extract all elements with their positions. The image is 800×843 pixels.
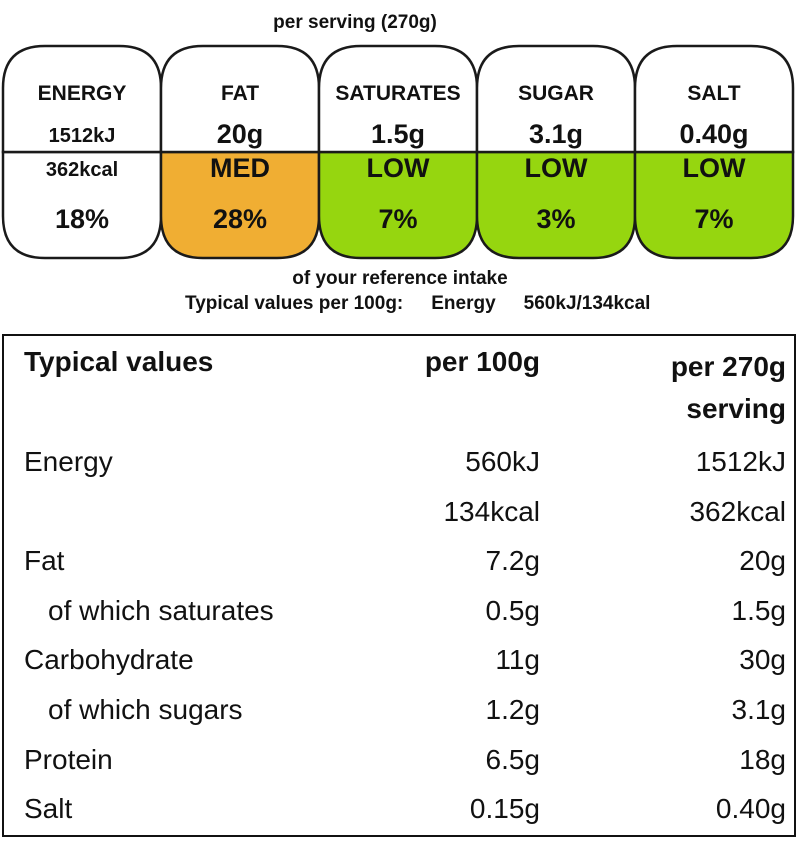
nutrient-label: Salt [24, 793, 73, 825]
gda-sugar-amount: 3.1g [529, 119, 583, 149]
gda-saturates-fill [317, 150, 479, 260]
nutrition-table-header: Typical values per 100g per 270g serving [4, 346, 794, 424]
gda-energy-fill [1, 150, 163, 260]
nutrition-table: Typical values per 100g per 270g serving … [2, 334, 796, 837]
traffic-light-label: ENERGY 1512kJ 362kcal 18% FAT 20g MED 28% SATURA… [1, 44, 795, 260]
value-per-100g: 6.5g [485, 743, 541, 775]
gda-energy-level: 362kcal [46, 159, 118, 181]
per-serving-label: per serving (270g) [273, 12, 437, 33]
gda-energy-name: ENERGY [38, 82, 127, 105]
gda-salt-fill [633, 150, 795, 260]
gda-energy-frame [1, 44, 163, 154]
gda-sugar-name: SUGAR [518, 82, 594, 105]
typical-per-100g-line: Typical values per 100g: Energy 560kJ/134k… [185, 293, 650, 315]
nutrition-row: 134kcal 362kcal [4, 496, 794, 546]
nutrition-row: Energy 560kJ 1512kJ [4, 446, 794, 496]
nutrient-label: Fat [24, 545, 65, 577]
value-per-serving: 3.1g [731, 694, 787, 725]
gda-energy-percent: 18% [55, 204, 109, 234]
gda-sugar: SUGAR 3.1g LOW 3% [475, 44, 637, 260]
nutrition-row: Fat 7.2g 20g [4, 545, 794, 595]
nutrition-row: of which sugars 1.2g 3.1g [4, 694, 794, 744]
nutrient-label: Protein [24, 743, 113, 775]
value-per-100g: 134kcal [443, 495, 540, 527]
nutrient-label: Carbohydrate [24, 644, 194, 676]
reference-intake-label: of your reference intake [292, 268, 508, 289]
nutrition-row: Salt 0.15g 0.40g [4, 793, 794, 843]
gda-salt-amount: 0.40g [679, 119, 748, 149]
header-per-serving-line2: serving [686, 393, 786, 424]
value-per-100g: 11g [495, 644, 540, 676]
gda-salt-level: LOW [683, 153, 746, 183]
gda-sugar-percent: 3% [536, 204, 575, 234]
value-per-serving: 1512kJ [695, 446, 786, 477]
value-per-100g: 7.2g [485, 545, 541, 577]
value-per-100g: 0.15g [469, 793, 540, 825]
value-per-serving: 362kcal [689, 495, 786, 527]
value-per-serving: 1.5g [731, 594, 787, 626]
gda-salt-frame [633, 44, 795, 154]
gda-fat-name: FAT [221, 82, 259, 105]
value-per-serving: 30g [739, 644, 786, 676]
gda-salt-name: SALT [687, 82, 740, 105]
value-per-serving: 0.40g [715, 793, 786, 825]
gda-saturates-level: LOW [367, 153, 430, 183]
header-per-serving: per 270g serving [671, 346, 786, 430]
gda-saturates-amount: 1.5g [371, 119, 425, 149]
header-per-100g: per 100g [424, 346, 540, 377]
gda-sugar-fill [475, 150, 637, 260]
gda-saturates-percent: 7% [378, 204, 417, 234]
value-per-100g: 0.5g [485, 594, 541, 626]
gda-fat: FAT 20g MED 28% [159, 44, 321, 260]
gda-saturates-name: SATURATES [335, 82, 460, 105]
nutrient-label: of which saturates [48, 594, 274, 626]
header-per-serving-line1: per 270g [670, 351, 786, 382]
nutrient-label: of which sugars [48, 694, 243, 725]
typical-per-100g-label: Typical values per 100g: [185, 293, 404, 314]
value-per-serving: 18g [739, 743, 786, 775]
gda-salt: SALT 0.40g LOW 7% [633, 44, 795, 260]
nutrition-row: Carbohydrate 11g 30g [4, 644, 794, 694]
gda-sugar-level: LOW [525, 153, 588, 183]
header-typical-values: Typical values [24, 346, 214, 377]
typical-energy-label: Energy [431, 293, 496, 314]
gda-sugar-frame [475, 44, 637, 154]
gda-fat-frame [159, 44, 321, 154]
gda-saturates-frame [317, 44, 479, 154]
gda-salt-percent: 7% [694, 204, 733, 234]
gda-fat-level: MED [210, 153, 270, 183]
nutrition-row: of which saturates 0.5g 1.5g [4, 595, 794, 645]
gda-energy: ENERGY 1512kJ 362kcal 18% [1, 44, 163, 260]
gda-energy-amount: 1512kJ [49, 125, 116, 147]
gda-fat-fill [159, 150, 321, 260]
typical-energy-value: 560kJ/134kcal [523, 293, 651, 314]
gda-fat-amount: 20g [217, 119, 264, 149]
value-per-serving: 20g [739, 545, 786, 577]
nutrient-label: Energy [24, 446, 113, 477]
gda-saturates: SATURATES 1.5g LOW 7% [317, 44, 479, 260]
value-per-100g: 560kJ [465, 446, 540, 477]
gda-fat-percent: 28% [213, 204, 267, 234]
value-per-100g: 1.2g [485, 694, 541, 725]
nutrition-row: Protein 6.5g 18g [4, 744, 794, 794]
